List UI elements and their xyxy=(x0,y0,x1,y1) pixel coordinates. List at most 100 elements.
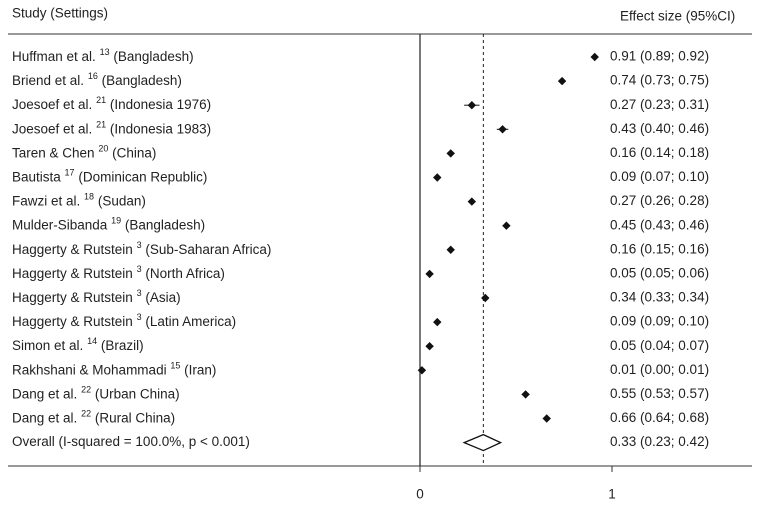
study-name: Joesoef et al. xyxy=(12,121,92,136)
overall-effect-label: 0.33 (0.23; 0.42) xyxy=(610,434,709,449)
effect-marker xyxy=(467,101,477,110)
study-reference: 18 xyxy=(84,192,94,202)
study-name: Taren & Chen xyxy=(12,145,95,160)
effect-label: 0.05 (0.04; 0.07) xyxy=(610,338,709,353)
study-reference: 16 xyxy=(88,71,98,81)
effect-label: 0.01 (0.00; 0.01) xyxy=(610,362,709,377)
effect-label: 0.55 (0.53; 0.57) xyxy=(610,386,709,401)
study-setting: (Urban China) xyxy=(95,386,180,401)
effect-label: 0.43 (0.40; 0.46) xyxy=(610,121,709,136)
x-tick-label: 1 xyxy=(608,487,616,502)
effect-marker xyxy=(590,52,599,62)
effect-marker xyxy=(433,317,442,327)
effect-marker xyxy=(417,366,427,375)
study-setting: (North Africa) xyxy=(145,265,225,280)
study-name: Dang et al. xyxy=(12,410,77,425)
study-reference: 3 xyxy=(137,264,142,274)
effect-marker xyxy=(433,173,442,182)
study-name: Briend et al. xyxy=(12,73,84,88)
study-reference: 3 xyxy=(137,312,142,322)
effect-label: 0.16 (0.14; 0.18) xyxy=(610,145,709,160)
study-label: Haggerty & Rutstein 3 (Sub-Saharan Afric… xyxy=(12,237,271,256)
study-setting: (Indonesia 1983) xyxy=(110,121,211,136)
overall-diamond xyxy=(462,433,503,452)
study-label: Haggerty & Rutstein 3 (North Africa) xyxy=(12,261,225,280)
effect-marker xyxy=(557,76,567,86)
study-label: Dang et al. 22 (Urban China) xyxy=(12,382,180,401)
effect-label: 0.45 (0.43; 0.46) xyxy=(610,217,709,232)
study-label: Joesoef et al. 21 (Indonesia 1976) xyxy=(12,93,211,112)
study-label: Fawzi et al. 18 (Sudan) xyxy=(12,189,146,208)
study-reference: 22 xyxy=(81,385,91,395)
study-setting: (Brazil) xyxy=(101,338,144,353)
study-label: Huffman et al. 13 (Bangladesh) xyxy=(12,45,194,64)
effect-marker xyxy=(542,414,551,423)
study-name: Mulder-Sibanda xyxy=(12,217,108,232)
study-setting: (Bangladesh) xyxy=(102,73,182,88)
study-reference: 19 xyxy=(111,216,121,226)
effect-label: 0.05 (0.05; 0.06) xyxy=(610,265,709,280)
effect-label: 0.09 (0.07; 0.10) xyxy=(610,169,709,184)
effect-label: 0.27 (0.26; 0.28) xyxy=(610,193,709,208)
effect-label: 0.16 (0.15; 0.16) xyxy=(610,241,709,256)
study-label: Briend et al. 16 (Bangladesh) xyxy=(12,69,182,88)
study-reference: 21 xyxy=(96,120,106,130)
study-label: Dang et al. 22 (Rural China) xyxy=(12,406,175,425)
study-name: Simon et al. xyxy=(12,338,83,353)
study-reference: 20 xyxy=(98,144,108,154)
study-name: Joesoef et al. xyxy=(12,97,92,112)
study-reference: 22 xyxy=(81,409,91,419)
effect-column-header: Effect size (95%CI) xyxy=(620,9,735,24)
study-setting: (Bangladesh) xyxy=(113,49,193,64)
study-name: Rakhshani & Mohammadi xyxy=(12,362,167,377)
effect-marker xyxy=(467,197,477,206)
overall-label: Overall (I-squared = 100.0%, p < 0.001) xyxy=(12,434,250,449)
study-column-header: Study (Settings) xyxy=(12,6,108,21)
study-reference: 15 xyxy=(170,361,180,371)
study-label: Mulder-Sibanda 19 (Bangladesh) xyxy=(12,213,205,232)
study-name: Huffman et al. xyxy=(12,49,96,64)
study-setting: (Latin America) xyxy=(145,314,236,329)
effect-marker xyxy=(446,245,455,254)
effect-label: 0.34 (0.33; 0.34) xyxy=(610,290,709,305)
study-name: Fawzi et al. xyxy=(12,193,80,208)
study-label: Haggerty & Rutstein 3 (Latin America) xyxy=(12,310,236,329)
study-label: Haggerty & Rutstein 3 (Asia) xyxy=(12,286,181,305)
effect-marker xyxy=(425,342,434,351)
study-setting: (Asia) xyxy=(145,290,180,305)
study-setting: (Rural China) xyxy=(95,410,175,425)
study-setting: (Indonesia 1976) xyxy=(110,97,211,112)
effect-label: 0.09 (0.09; 0.10) xyxy=(610,314,709,329)
study-setting: (Bangladesh) xyxy=(125,217,205,232)
effect-marker xyxy=(425,269,434,279)
study-name: Haggerty & Rutstein xyxy=(12,290,133,305)
effect-marker xyxy=(481,293,490,303)
study-name: Haggerty & Rutstein xyxy=(12,314,133,329)
study-label: Simon et al. 14 (Brazil) xyxy=(12,334,144,353)
study-setting: (Sudan) xyxy=(98,193,146,208)
effect-marker xyxy=(498,125,507,134)
effect-marker xyxy=(521,390,530,399)
study-setting: (Sub-Saharan Africa) xyxy=(145,241,271,256)
study-reference: 21 xyxy=(96,96,106,106)
study-reference: 14 xyxy=(87,337,97,347)
x-tick-label: 0 xyxy=(416,487,424,502)
study-setting: (Dominican Republic) xyxy=(78,169,207,184)
effect-label: 0.66 (0.64; 0.68) xyxy=(610,410,709,425)
effect-label: 0.91 (0.89; 0.92) xyxy=(610,49,709,64)
effect-label: 0.27 (0.23; 0.31) xyxy=(610,97,709,112)
study-label: Taren & Chen 20 (China) xyxy=(12,141,156,160)
study-setting: (China) xyxy=(112,145,156,160)
study-reference: 3 xyxy=(137,288,142,298)
study-setting: (Iran) xyxy=(184,362,216,377)
effect-label: 0.74 (0.73; 0.75) xyxy=(610,73,709,88)
study-reference: 13 xyxy=(100,47,110,57)
study-label: Joesoef et al. 21 (Indonesia 1983) xyxy=(12,117,211,136)
study-name: Dang et al. xyxy=(12,386,77,401)
study-name: Haggerty & Rutstein xyxy=(12,241,133,256)
study-label: Bautista 17 (Dominican Republic) xyxy=(12,165,207,184)
study-name: Haggerty & Rutstein xyxy=(12,265,133,280)
study-reference: 17 xyxy=(65,168,75,178)
